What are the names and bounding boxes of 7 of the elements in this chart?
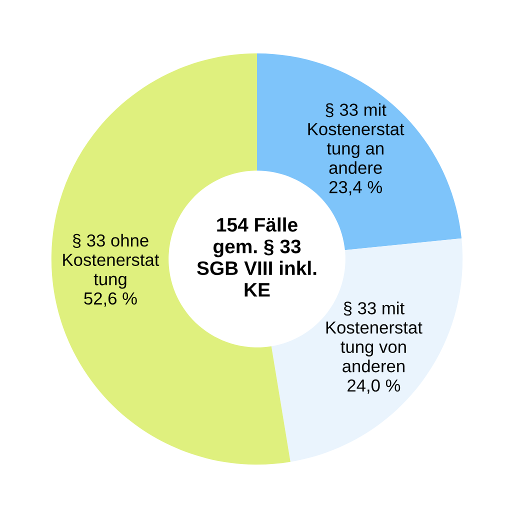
data-label: 52,6 % (84, 292, 137, 307)
slice-label: § 33 mit Kostenerstat tung an andere (308, 103, 404, 174)
text: 154 Fälle gem. § 33 SGB VIII inkl. KE (197, 217, 316, 297)
data-label: 23,4 % (329, 180, 382, 196)
data-label: 24,0 % (348, 379, 400, 394)
slice-label: § 33 ohne Kostenerstat tung (63, 234, 160, 289)
slice-label: § 33 mit Kostenerstat tung von anderen (326, 302, 422, 372)
